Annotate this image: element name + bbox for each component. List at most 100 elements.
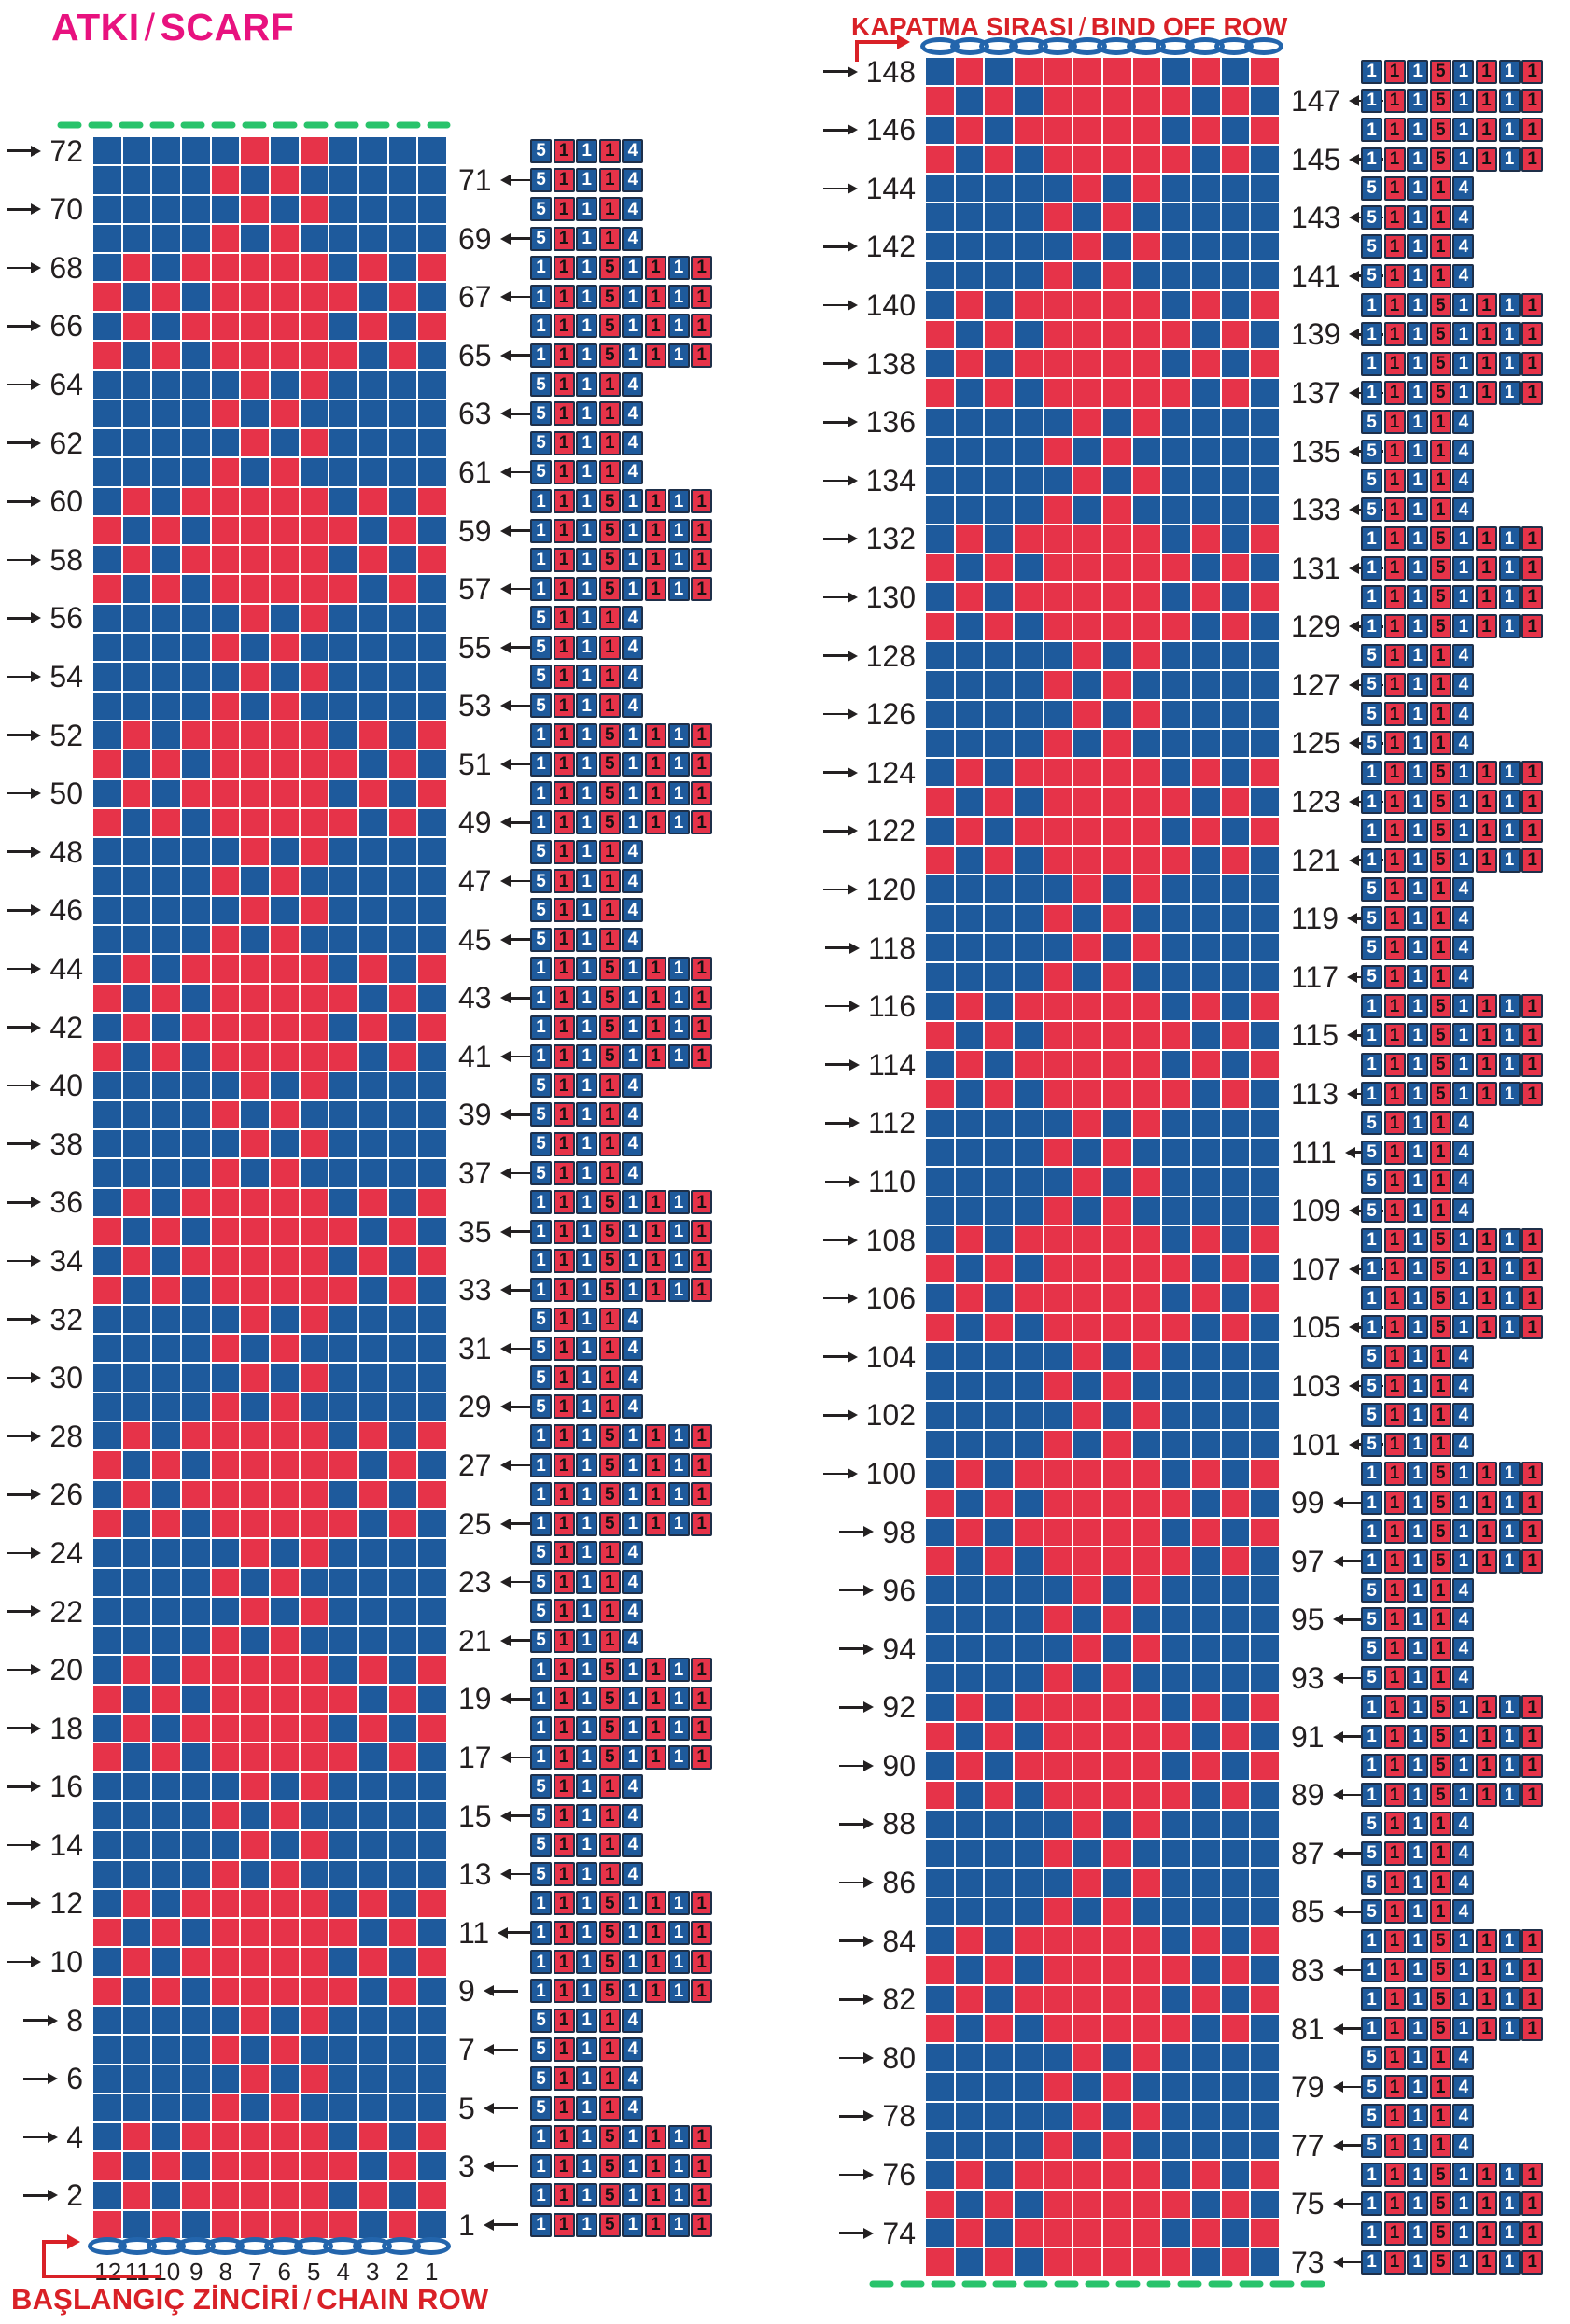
chart-row-43: 43 1 1 1 5 1 1 1 1 (0, 983, 765, 1013)
stitch-cell-red (955, 817, 984, 846)
stitch-cell-blue (329, 1159, 358, 1187)
stitch-count-box: 1 (598, 1832, 621, 1857)
stitch-cell-blue (1044, 1635, 1072, 1663)
arrow-right-icon (822, 708, 858, 721)
stitch-count-box: 1 (1407, 2163, 1429, 2188)
stitch-cell-red (211, 1627, 240, 1655)
stitch-cell-red (1044, 2161, 1072, 2189)
stitch-cell-red (1103, 1781, 1131, 1809)
row-label-left (800, 1314, 926, 1341)
stitch-cell-blue (329, 779, 358, 807)
row-label-left: 8 (0, 2006, 93, 2036)
stitch-cell-red (241, 1451, 270, 1479)
stitch-cell-blue (985, 1225, 1014, 1254)
column-number: 6 (277, 2258, 291, 2286)
stitch-cell-blue (211, 1772, 240, 1800)
arrow-right-icon (839, 2227, 875, 2239)
arrow-right-icon (7, 320, 42, 332)
stitch-cell-blue (241, 2036, 270, 2064)
stitch-cell-red (1132, 847, 1161, 875)
stitch-count-box: 1 (1475, 1548, 1497, 1574)
stitch-count-box: 4 (1452, 234, 1475, 259)
chart-row-126: 126 5 1 1 1 4 (800, 699, 1570, 729)
stitch-count-box: 5 (1429, 293, 1451, 318)
stitch-cell-red (211, 254, 240, 282)
stitch-cell-blue (1015, 1664, 1043, 1692)
stitch-cell-blue (1073, 1138, 1102, 1167)
stitch-cell-blue (329, 838, 358, 866)
stitch-cell-blue (1015, 175, 1043, 203)
stitch-cell-red (211, 634, 240, 662)
stitch-cell-blue (1015, 2014, 1043, 2043)
stitch-cell-blue (1221, 583, 1250, 611)
stitch-cell-red (1073, 1284, 1102, 1312)
row-label-right (446, 313, 530, 340)
stitch-count-box: 1 (644, 1278, 666, 1303)
chart-row-48: 48 5 1 1 1 4 (0, 837, 765, 867)
stitch-count-box: 5 (598, 547, 621, 572)
stitch-cell-blue (955, 1343, 984, 1371)
stitch-cell-blue (985, 963, 1014, 991)
arrow-shaft (493, 2048, 518, 2051)
stitch-cell-red (388, 1276, 417, 1304)
stitch-cell-blue (1192, 2132, 1220, 2160)
stitch-cell-blue (1221, 58, 1250, 86)
stitch-cell-red (300, 546, 329, 574)
row-label-left (0, 1802, 93, 1829)
stitch-count-box: 1 (1521, 555, 1544, 581)
stitch-cell-blue (985, 2161, 1014, 2189)
stitch-count-box: 1 (1407, 614, 1429, 639)
arrow-right-icon (7, 1605, 42, 1617)
stitch-cell-blue (926, 2219, 954, 2247)
stitch-count-box: 1 (530, 1190, 552, 1215)
arrow-shaft (822, 538, 848, 540)
stitch-cell-blue (955, 437, 984, 466)
stitch-count-box: 1 (1498, 147, 1521, 172)
stitch-cell-blue (1073, 729, 1102, 758)
chart-row-145: 145 1 1 1 5 1 1 1 1 (800, 145, 1570, 175)
stitch-cell-red (1132, 320, 1161, 348)
stitch-count-box: 1 (553, 1161, 575, 1186)
stitch-row (926, 2190, 1280, 2218)
stitch-cell-blue (1221, 875, 1250, 903)
stitch-cell-blue (388, 428, 417, 457)
row-number: 90 (882, 1748, 916, 1783)
stitch-cell-blue (388, 224, 417, 253)
stitch-count-box: 1 (553, 226, 575, 251)
stitch-cell-red (241, 1013, 270, 1042)
stitch-count-box: 1 (1383, 1812, 1406, 1837)
stitch-cell-blue (93, 2007, 121, 2035)
arrow-head (847, 591, 858, 603)
stitch-cell-red (1044, 1605, 1072, 1634)
chart-row-97: 97 1 1 1 5 1 1 1 1 (800, 1547, 1570, 1576)
stitch-count-box: 1 (667, 1511, 690, 1536)
stitch-cell-red (271, 166, 299, 194)
stitch-cell-blue (1162, 496, 1191, 524)
stitch-cell-blue (985, 904, 1014, 932)
stitch-cell-blue (182, 1597, 210, 1626)
stitch-cell-blue (418, 2065, 447, 2093)
row-label-left: 14 (0, 1830, 93, 1860)
column-number: 11 (124, 2258, 150, 2286)
stitch-cell-blue (1015, 1109, 1043, 1137)
stitch-count-box: 1 (530, 1658, 552, 1683)
stitch-cell-red (1073, 759, 1102, 787)
stitch-count-box: 1 (1407, 1957, 1429, 1982)
stitch-cell-blue (93, 254, 121, 282)
row-label-right: 137 (1279, 378, 1384, 408)
row-number: 111 (1291, 1135, 1337, 1169)
stitch-cell-blue (1251, 700, 1280, 728)
chain-arrow-underline (42, 2275, 161, 2278)
stitch-cell-red (1044, 2219, 1072, 2247)
stitch-row (926, 291, 1280, 319)
stitch-count-box: 1 (1407, 1315, 1429, 1340)
stitch-cell-red (211, 1889, 240, 1918)
stitch-cell-blue (1221, 817, 1250, 846)
stitch-cell-blue (926, 58, 954, 86)
stitch-count-box: 1 (576, 781, 598, 806)
stitch-cell-red (1162, 145, 1191, 174)
stitch-cell-red (1044, 1664, 1072, 1692)
stitch-cell-blue (122, 2152, 151, 2180)
